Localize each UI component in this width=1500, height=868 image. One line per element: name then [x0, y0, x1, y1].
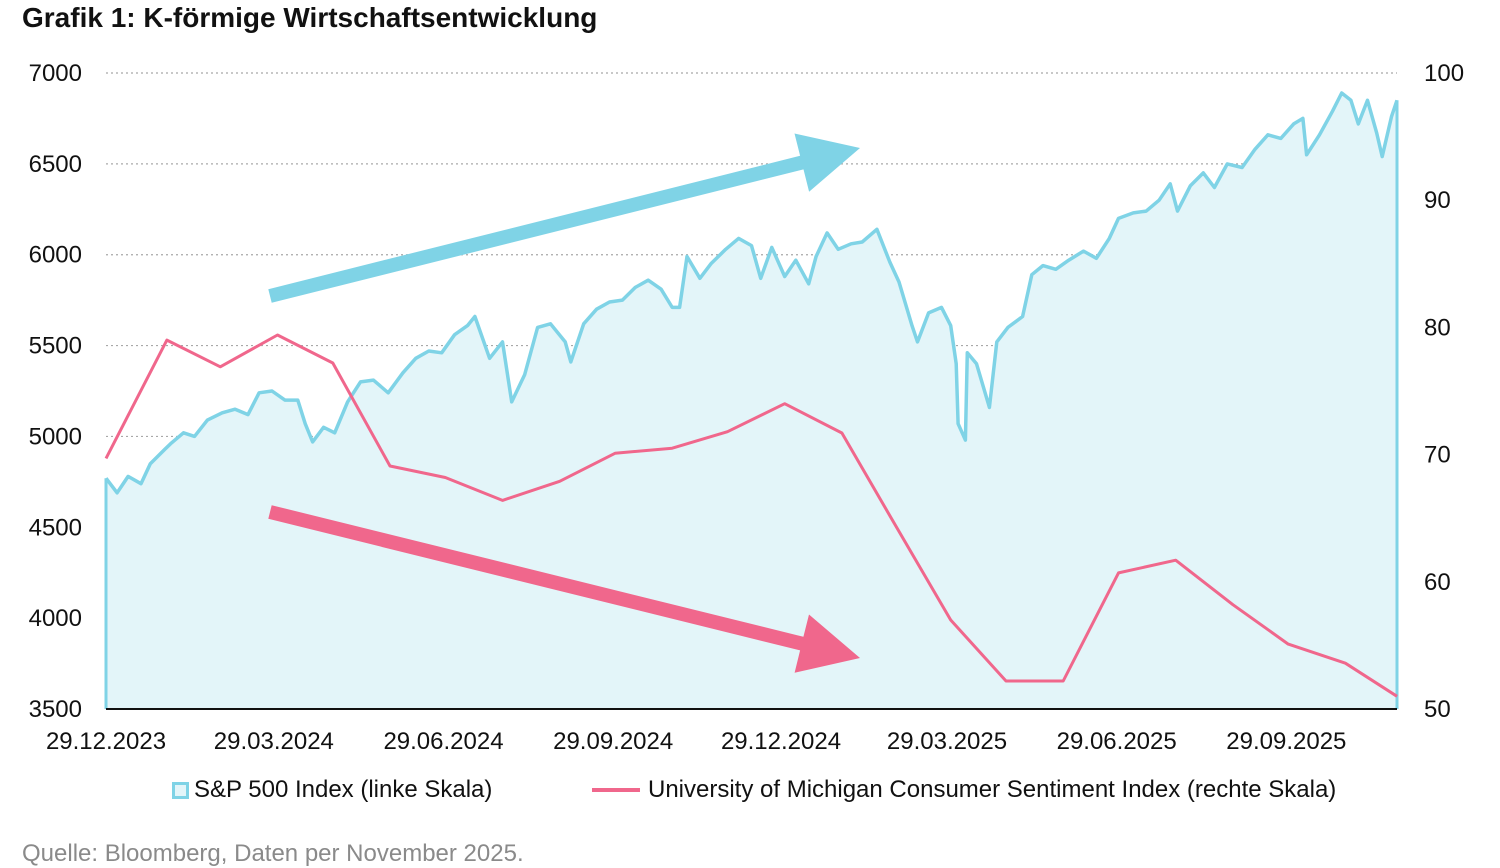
legend-sp500-label: S&P 500 Index (linke Skala): [194, 776, 493, 803]
x-tick-label: 29.03.2025: [887, 728, 1007, 755]
annotation-arrows: [268, 133, 860, 673]
legend-umich-swatch: [592, 788, 640, 792]
x-tick-label: 29.09.2024: [553, 728, 673, 755]
legend-umich: University of Michigan Consumer Sentimen…: [592, 776, 1336, 804]
x-tick-label: 29.12.2024: [721, 728, 841, 755]
x-tick-label: 29.12.2023: [46, 728, 166, 755]
y-left-tick-label: 6000: [29, 242, 82, 269]
chart-title: Grafik 1: K-förmige Wirtschaftsentwicklu…: [22, 2, 598, 33]
legend-sp500-swatch: [172, 781, 189, 799]
downward-trend-arrow: [268, 505, 860, 673]
axes: 3500 4000 4500 5000 5500 6000 6500 7000 50 60 70 80…: [29, 60, 1464, 755]
y-right-tick-label: 90: [1424, 187, 1451, 214]
y-left-tick-label: 6500: [29, 151, 82, 178]
x-tick-label: 29.06.2025: [1057, 728, 1177, 755]
legend-umich-label: University of Michigan Consumer Sentimen…: [648, 776, 1337, 803]
y-left-tick-label: 7000: [29, 60, 82, 87]
legend-sp500: S&P 500 Index (linke Skala): [172, 776, 492, 804]
y-left-tick-label: 5000: [29, 423, 82, 450]
y-right-tick-label: 80: [1424, 314, 1451, 341]
y-left-tick-label: 4000: [29, 605, 82, 632]
sp500-series-line: [104, 91, 1399, 495]
y-left-tick-label: 4500: [29, 514, 82, 541]
x-tick-label: 29.03.2024: [214, 728, 334, 755]
y-right-tick-label: 100: [1424, 60, 1464, 87]
y-right-tick-label: 70: [1424, 442, 1451, 469]
y-left-tick-label: 5500: [29, 333, 82, 360]
upward-trend-arrow: [268, 133, 860, 303]
y-left-tick-label: 3500: [29, 696, 82, 723]
source-note: Quelle: Bloomberg, Daten per November 20…: [22, 840, 524, 867]
y-right-tick-label: 50: [1424, 696, 1451, 723]
y-right-tick-label: 60: [1424, 569, 1451, 596]
x-tick-label: 29.06.2024: [383, 728, 503, 755]
x-tick-label: 29.09.2025: [1226, 728, 1346, 755]
umich-series-line: [104, 333, 1398, 698]
series-layer: [104, 91, 1399, 709]
